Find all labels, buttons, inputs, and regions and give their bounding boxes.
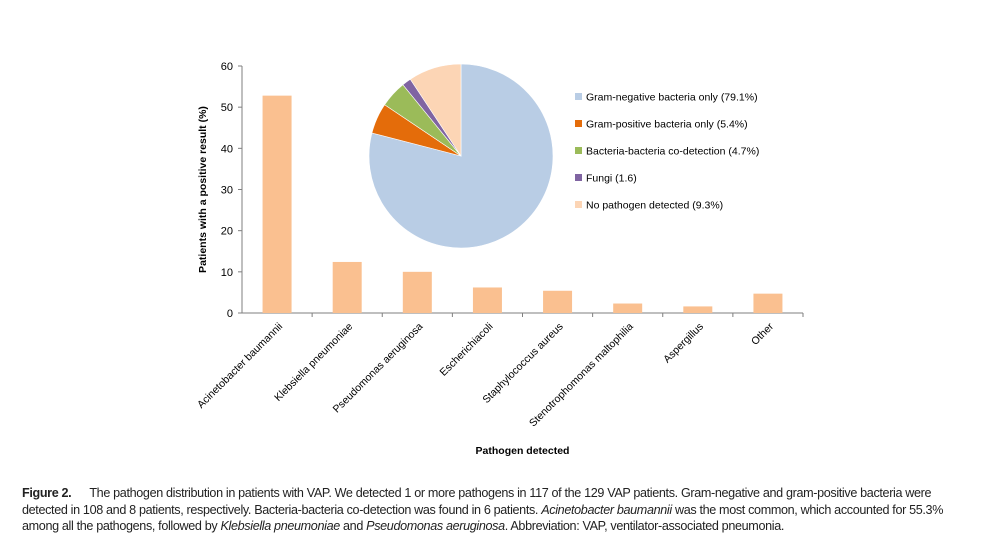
figure-chart: 0 10 20 30 40 50 60 Patients with a positive re… — [195, 61, 804, 457]
bar — [543, 290, 573, 313]
bar — [402, 271, 432, 313]
y-axis-title: Patients with a positive result (%) — [197, 106, 209, 273]
x-tick-label: Other — [749, 320, 776, 347]
pie-chart — [368, 63, 554, 249]
caption-italic-acinetobacter: Acinetobacter baumannii — [541, 502, 672, 517]
pie-slice — [409, 63, 462, 157]
y-tick-label: 50 — [221, 102, 233, 114]
y-tick-label: 30 — [221, 185, 233, 197]
figure-label: Figure 2. — [22, 486, 72, 500]
caption-text: The pathogen distribution in patients wi… — [22, 486, 932, 517]
legend-swatch — [575, 93, 582, 100]
caption-text: was the most common, which accounted for… — [22, 502, 944, 534]
bar — [332, 261, 362, 313]
y-tick-label: 0 — [227, 308, 233, 320]
legend-label: Gram-positive bacteria only (5.4%) — [586, 119, 748, 131]
x-tick-label: Staphylococcus aureus — [480, 321, 565, 406]
y-tick-label: 20 — [221, 226, 233, 238]
legend-swatch — [575, 174, 582, 181]
pie-slice — [368, 63, 554, 249]
bar — [753, 293, 783, 313]
caption-text: . Abbreviation: VAP, ventilator-associat… — [504, 519, 785, 533]
legend-label: Gram-negative bacteria only (79.1%) — [586, 92, 758, 104]
caption-text: and — [339, 519, 367, 533]
bar — [683, 306, 713, 313]
bar — [472, 287, 502, 313]
legend-swatch — [575, 201, 582, 208]
x-tick-label: Escherichiacoli — [438, 321, 496, 379]
x-tick-label: Acinetobacter baumannii — [195, 321, 285, 411]
x-tick-label: Aspergillus — [661, 321, 706, 366]
legend-label: Bacteria-bacteria co-detection (4.7%) — [586, 146, 759, 158]
caption-italic-pseudomonas: Pseudomonas aeruginosa — [366, 519, 505, 533]
x-tick-label: Klebsiella pneumoniae — [272, 321, 355, 404]
y-tick-label: 40 — [221, 143, 233, 155]
legend-label: Fungi (1.6) — [586, 173, 637, 185]
pie-legend: Gram-negative bacteria only (79.1%) Gram-… — [575, 92, 759, 212]
x-axis-title: Pathogen detected — [476, 445, 570, 457]
caption-italic-klebsiella: Klebsiella pneumoniae — [220, 519, 341, 533]
legend-label: No pathogen detected (9.3%) — [586, 200, 723, 212]
figure-caption: Figure 2. The pathogen distribution in pa… — [22, 485, 974, 535]
legend-swatch — [575, 147, 582, 154]
y-tick-label: 10 — [221, 267, 233, 279]
legend-swatch — [575, 120, 582, 127]
bar — [613, 303, 643, 313]
y-tick-label: 60 — [221, 61, 233, 73]
bar — [262, 95, 292, 313]
